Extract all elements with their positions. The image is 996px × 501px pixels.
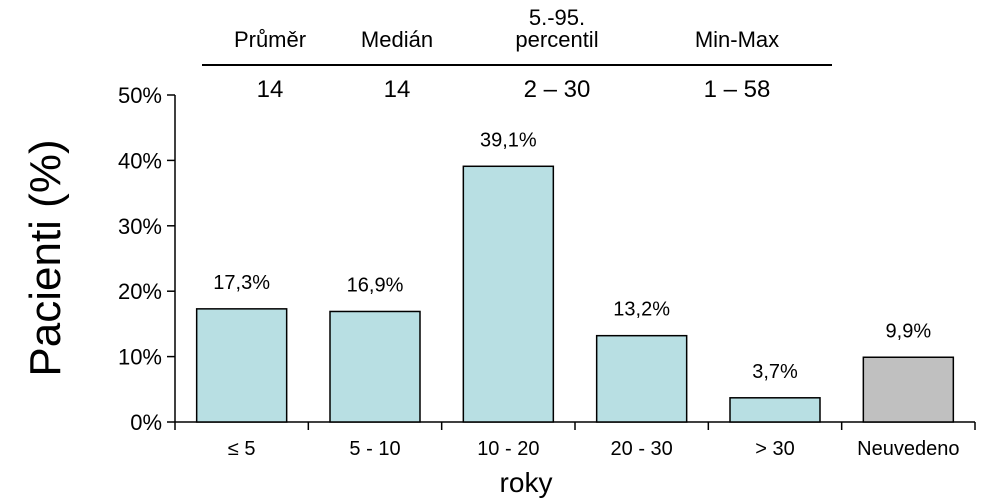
bars [195,165,955,423]
bar [729,397,821,423]
stats-value: 1 – 58 [704,76,771,103]
x-tick-label: > 30 [755,438,794,460]
data-labels: 17,3% 16,9% 39,1% 13,2% 3,7% 9,9% [213,129,931,383]
y-tick-label: 40% [118,148,162,173]
stats-value: 14 [384,76,411,103]
y-axis: 0% 10% 20% 30% 40% 50% [118,83,176,435]
y-tick-label: 0% [130,410,162,435]
bar [329,310,421,423]
x-tick-label: 10 - 20 [477,438,539,460]
y-axis-label: Pacienti (%) [21,139,70,376]
y-tick-label: 30% [118,214,162,239]
data-label: 3,7% [752,361,798,383]
x-tick-label: 20 - 30 [611,438,673,460]
bar [462,165,555,423]
data-label: 39,1% [480,129,537,151]
y-tick-label: 10% [118,345,162,370]
stats-table: Průměr Medián 5.-95.percentil Min-Max 14 14 2 … [202,5,832,103]
bar [595,334,688,423]
data-label: 9,9% [886,320,932,342]
stats-header: Medián [361,27,433,52]
stats-header: 5.-95. [529,5,585,30]
stats-header: percentil [515,27,598,52]
stats-header: Min-Max [695,27,779,52]
bar [862,356,955,423]
stats-header: Průměr [234,27,306,52]
stats-value: 14 [257,76,284,103]
bar [195,308,288,423]
y-tick-label: 50% [118,83,162,108]
data-label: 17,3% [213,272,270,294]
data-label: 16,9% [347,274,404,296]
x-axis: ≤ 5 5 - 10 10 - 20 20 - 30 > 30 Neuvedeno [174,421,976,460]
stats-value: 2 – 30 [524,76,591,103]
data-label: 13,2% [613,299,670,321]
x-tick-label: 5 - 10 [349,438,400,460]
x-axis-label: roky [500,467,553,498]
y-tick-label: 20% [118,279,162,304]
x-tick-label: Neuvedeno [857,438,959,460]
x-tick-label: ≤ 5 [228,438,256,460]
